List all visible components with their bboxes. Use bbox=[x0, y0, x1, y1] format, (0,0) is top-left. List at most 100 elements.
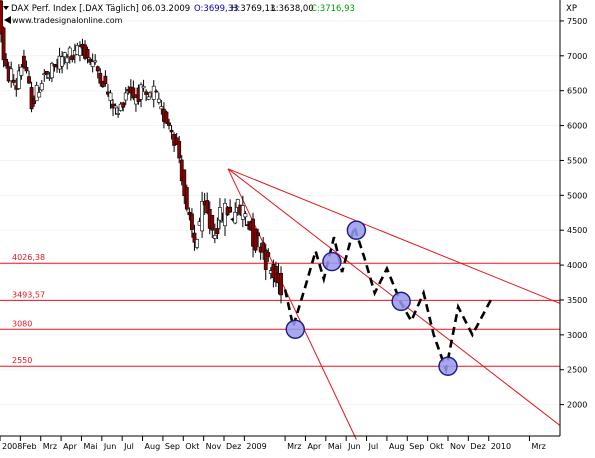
y-tick-label: 5000 bbox=[567, 191, 587, 200]
x-tick-label: Mai bbox=[328, 442, 342, 451]
candle-body bbox=[177, 141, 182, 159]
candle-body bbox=[100, 81, 105, 88]
y-axis-unit: XP bbox=[566, 4, 577, 14]
marker-circle bbox=[391, 291, 411, 312]
gridlines bbox=[0, 20, 560, 406]
x-tick-label: Jun bbox=[103, 442, 117, 451]
x-tick-label: Sep bbox=[409, 442, 424, 451]
candle-body bbox=[167, 122, 171, 126]
candle-body bbox=[19, 66, 24, 76]
candle-body bbox=[98, 72, 103, 84]
candle-body bbox=[261, 242, 266, 253]
x-tick-label: Nov bbox=[206, 442, 222, 451]
x-tick-label: Okt bbox=[430, 442, 444, 451]
candle-body bbox=[27, 76, 31, 84]
level-label: 3493,57 bbox=[12, 290, 45, 299]
candle-body bbox=[22, 55, 26, 68]
y-tick-label: 2500 bbox=[567, 366, 587, 375]
candle-body bbox=[123, 92, 128, 101]
candle-body bbox=[169, 129, 174, 133]
candle-body bbox=[0, 0, 3, 35]
candle-body bbox=[113, 105, 118, 109]
candle-body bbox=[151, 85, 156, 100]
candle-body bbox=[164, 111, 169, 124]
x-tick-label: Feb bbox=[22, 442, 36, 451]
trendline bbox=[227, 168, 561, 304]
x-tick-label: Mai bbox=[83, 442, 97, 451]
candle-body bbox=[1, 27, 6, 61]
candle-body bbox=[4, 59, 9, 67]
watermark: www.tradesignalonline.com bbox=[12, 16, 123, 25]
y-tick-label: 4000 bbox=[567, 261, 587, 270]
candle-body bbox=[174, 137, 179, 145]
y-tick-label: 5500 bbox=[567, 156, 587, 165]
candle-body bbox=[139, 84, 143, 100]
header-low: L:3638,00 bbox=[271, 4, 314, 14]
x-axis: 2008 Feb Mrz Apr Mai Jun Jul Aug Sep Okt Nov Dez 200… bbox=[0, 436, 546, 451]
candle-body bbox=[116, 113, 121, 115]
candle-body bbox=[156, 98, 161, 103]
candle-body bbox=[210, 215, 215, 231]
x-tick-label: 2010 bbox=[491, 442, 511, 451]
candle-body bbox=[93, 60, 98, 63]
candle-body bbox=[103, 75, 108, 84]
candle-body bbox=[279, 273, 283, 296]
y-tick-label: 3500 bbox=[567, 296, 587, 305]
x-tick-label: Nov bbox=[450, 442, 466, 451]
y-tick-label: 6500 bbox=[567, 87, 587, 96]
candle-body bbox=[228, 206, 233, 213]
y-tick-label: 3000 bbox=[567, 331, 587, 340]
x-tick-label: Mrz bbox=[43, 442, 57, 451]
collapse-triangle-icon[interactable] bbox=[3, 6, 9, 10]
candle-body bbox=[37, 92, 42, 98]
candle-body bbox=[121, 102, 126, 108]
y-axis: 2000 2500 3000 3500 4000 4500 5000 5500 6000 6500… bbox=[560, 17, 587, 410]
marker-circle bbox=[346, 220, 367, 240]
candle-body bbox=[205, 200, 210, 214]
candle-body bbox=[16, 70, 21, 89]
candle-body bbox=[240, 205, 245, 220]
y-tick-label: 4500 bbox=[567, 226, 587, 235]
circle-markers bbox=[285, 220, 458, 376]
header-close: C:3716,93 bbox=[311, 4, 355, 14]
candle-body bbox=[70, 55, 75, 60]
candle-body bbox=[60, 56, 65, 67]
candle-body bbox=[263, 249, 268, 270]
header-open: O:3699,33 bbox=[194, 4, 239, 14]
candle-body bbox=[182, 169, 187, 197]
x-tick-label: Apr bbox=[307, 442, 322, 451]
x-tick-label: Dez bbox=[470, 442, 485, 451]
x-tick-label: 2009 bbox=[246, 442, 266, 451]
candle-body bbox=[195, 239, 199, 248]
support-resistance-levels: 4026,38 3493,57 3080 2550 bbox=[0, 253, 560, 367]
price-candles bbox=[0, 0, 283, 304]
trendline bbox=[227, 168, 357, 440]
x-tick-label: Jul bbox=[123, 442, 134, 451]
level-label: 2550 bbox=[12, 356, 32, 365]
chart-header: DAX Perf. Index [.DAX Täglich] 06.03.200… bbox=[3, 4, 577, 25]
x-tick-label: Dez bbox=[226, 442, 241, 451]
candle-body bbox=[212, 235, 217, 239]
x-tick-label: Aug bbox=[145, 442, 161, 451]
candle-body bbox=[235, 199, 240, 208]
candle-body bbox=[266, 252, 271, 257]
candle-body bbox=[192, 232, 197, 243]
candle-body bbox=[184, 187, 189, 210]
y-tick-label: 7500 bbox=[567, 17, 587, 26]
x-tick-label: Mrz bbox=[531, 442, 545, 451]
x-tick-label: Mrz bbox=[287, 442, 301, 451]
candle-body bbox=[29, 87, 34, 110]
header-high: H:3769,13 bbox=[231, 4, 275, 14]
candle-body bbox=[44, 71, 49, 75]
candle-body bbox=[154, 90, 159, 93]
candle-body bbox=[85, 49, 90, 58]
candle-body bbox=[108, 92, 113, 101]
candle-body bbox=[141, 86, 146, 89]
marker-circle bbox=[438, 356, 458, 376]
y-tick-label: 2000 bbox=[567, 401, 587, 410]
candle-body bbox=[200, 201, 205, 232]
candle-body bbox=[50, 63, 54, 79]
candle-body bbox=[67, 47, 72, 58]
candle-body bbox=[90, 61, 95, 67]
